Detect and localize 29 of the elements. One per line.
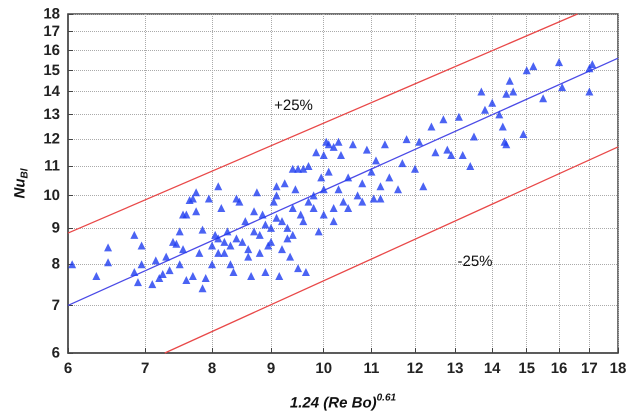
y-tick-label: 12 <box>43 130 60 148</box>
y-tick-label: 10 <box>43 186 60 204</box>
x-tick-label: 9 <box>266 360 276 377</box>
y-tick-label: 13 <box>43 106 60 123</box>
x-tick-label: 18 <box>610 360 626 377</box>
y-tick-label: 8 <box>52 256 60 273</box>
y-tick-label: 16 <box>43 42 60 59</box>
y-tick-label: 9 <box>52 219 60 236</box>
y-tick-label: 6 <box>52 344 60 362</box>
x-tick-label: 6 <box>64 360 72 377</box>
x-tick-label: 12 <box>406 360 424 377</box>
y-tick-label: 17 <box>43 23 60 40</box>
x-tick-label: 11 <box>364 360 380 377</box>
y-tick-label: 15 <box>43 62 60 79</box>
y-tick-label: 14 <box>43 83 61 100</box>
x-tick-label: 13 <box>446 360 464 377</box>
x-tick-label: 14 <box>484 360 502 377</box>
x-tick-label: 15 <box>518 360 536 377</box>
x-tick-label: 7 <box>141 360 150 377</box>
x-tick-label: 16 <box>550 360 568 377</box>
x-tick-label: 17 <box>581 360 598 377</box>
x-tick-label: 10 <box>315 360 332 377</box>
y-axis-title: NuBl <box>12 168 30 198</box>
y-tick-label: 18 <box>43 6 60 22</box>
x-tick-label: 8 <box>208 360 216 377</box>
y-tick-label: 7 <box>52 296 60 314</box>
y-tick-label: 11 <box>44 157 60 174</box>
annotation: -25% <box>457 252 493 270</box>
annotation: +25% <box>274 97 313 114</box>
